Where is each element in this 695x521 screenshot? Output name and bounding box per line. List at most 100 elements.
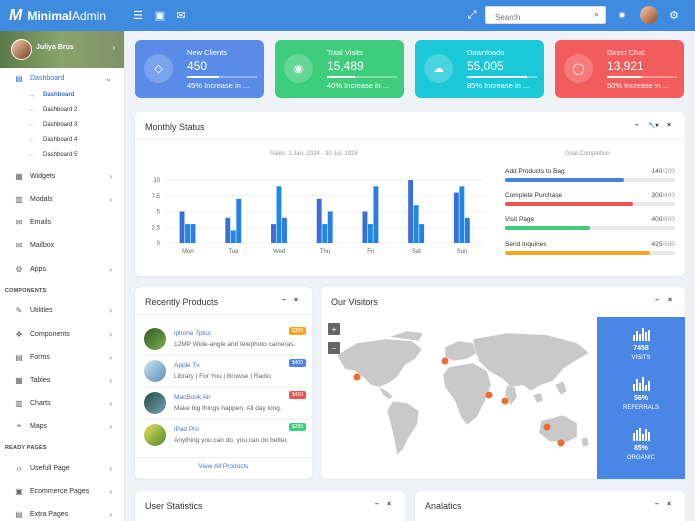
product-list-item[interactable]: MacBook Air Make big things happen. All …: [144, 389, 306, 419]
dots-icon: ···: [28, 106, 35, 114]
bar[interactable]: [464, 217, 470, 243]
eye-icon: ◉: [284, 54, 313, 83]
bar[interactable]: [453, 192, 459, 243]
card-divider: [135, 314, 312, 315]
sidebar-item-label: Emails: [30, 218, 52, 226]
x-tick-label: Tue: [229, 249, 240, 255]
product-list-item[interactable]: iphone 7plus 12MP Wide-angle and telepho…: [144, 325, 306, 355]
sidebar-subitem-dashboard[interactable]: → Dashboard: [28, 90, 74, 100]
bar[interactable]: [185, 224, 191, 243]
sidebar-item-modals[interactable]: ▥ Modals ›: [0, 192, 125, 206]
sidebar-item-ecommerce-pages[interactable]: ▣ Ecommerce Pages ›: [0, 484, 125, 498]
minimize-icon[interactable]: –: [655, 297, 659, 304]
sidebar-item-label: Charts: [30, 399, 51, 407]
logo-mark: M: [9, 6, 23, 24]
map-zoom-in-button[interactable]: +: [328, 323, 340, 335]
world-map: [336, 330, 590, 456]
bar[interactable]: [362, 211, 368, 244]
user-avatar[interactable]: [640, 6, 658, 24]
mail-icon[interactable]: ✉: [176, 9, 186, 22]
visitor-stat-value: 56%: [633, 395, 648, 402]
goal-title: Goal Completion: [565, 151, 610, 157]
map-zoom-out-button[interactable]: −: [328, 342, 340, 354]
settings-icon[interactable]: ⚙: [669, 9, 679, 22]
profile-avatar: [11, 39, 32, 60]
sidebar-item-usefull-page[interactable]: ‹› Usefull Page ›: [0, 461, 125, 475]
visitors-title: Our Visitors: [331, 297, 378, 307]
stat-card[interactable]: ☁ Downloads 55,005 85% Increase in ...: [415, 40, 544, 98]
sidebar-subitem-dashboard-5[interactable]: ··· Dashboard 5: [28, 150, 77, 160]
view-all-products-link[interactable]: View All Products: [198, 463, 249, 470]
sidebar-item-components[interactable]: ❖ Components ›: [0, 327, 125, 341]
goal-item: Send Inquiries 425/500: [505, 241, 675, 255]
bar[interactable]: [179, 211, 185, 244]
stat-card[interactable]: ◯ Direct Chat 13,921 50% Increase in ...: [555, 40, 684, 98]
bar[interactable]: [413, 205, 419, 243]
close-icon[interactable]: ×: [667, 501, 672, 508]
stat-card[interactable]: ◇ New Clients 450 45% Increase in ...: [135, 40, 264, 98]
bar[interactable]: [271, 224, 276, 243]
bar[interactable]: [327, 211, 333, 244]
dots-icon: ···: [28, 151, 35, 159]
bar[interactable]: [282, 217, 287, 243]
minimize-icon[interactable]: –: [375, 501, 379, 508]
menu-toggle-icon[interactable]: ☰: [133, 9, 143, 22]
chat-icon[interactable]: ▣: [154, 9, 166, 22]
logo[interactable]: M Minimal Admin: [0, 0, 125, 31]
sidebar-item-mailbox[interactable]: ✉ Mailbox: [0, 238, 125, 252]
chevron-down-icon: ⌄: [105, 73, 112, 83]
sidebar-item-apps[interactable]: ⚙ Apps ›: [0, 262, 125, 276]
sidebar-subitem-dashboard-2[interactable]: ··· Dashboard 2: [28, 105, 77, 115]
y-tick-label: 7.5: [152, 194, 161, 200]
search-input[interactable]: [486, 9, 581, 26]
sidebar-item-tables[interactable]: ▦ Tables ›: [0, 373, 125, 387]
sidebar-subitem-dashboard-4[interactable]: ··· Dashboard 4: [28, 135, 77, 145]
sidebar-item-emails[interactable]: ✉ Emails: [0, 215, 125, 229]
bar[interactable]: [276, 186, 282, 243]
bar[interactable]: [322, 224, 328, 243]
close-icon[interactable]: ×: [668, 297, 673, 304]
bar[interactable]: [373, 186, 379, 243]
profile-panel[interactable]: Juliya Brus ›: [0, 31, 124, 68]
sidebar-item-extra-pages[interactable]: ▤ Extra Pages ›: [0, 507, 125, 521]
product-description: 12MP Wide-angle and telephoto cameras.: [174, 341, 296, 348]
bar[interactable]: [236, 198, 242, 243]
top-bar: M Minimal Admin ☰ ▣ ✉ ⤢ ⌕ ✷ ⚙: [0, 0, 695, 31]
bar[interactable]: [408, 180, 414, 243]
stat-label: Direct Chat: [607, 48, 645, 57]
bar[interactable]: [367, 224, 373, 243]
sidebar-item-utilities[interactable]: ✎ Utilities ›: [0, 303, 125, 317]
sidebar-item-charts[interactable]: ▥ Charts ›: [0, 396, 125, 410]
search-icon[interactable]: ⌕: [593, 9, 599, 19]
product-image: [144, 360, 166, 382]
sidebar-item-widgets[interactable]: ▦ Widgets ›: [0, 169, 125, 183]
close-icon[interactable]: ×: [667, 122, 672, 129]
sidebar-item-maps[interactable]: ⌖ Maps ›: [0, 419, 125, 433]
product-list-item[interactable]: iPad Pro Anything you can do, you can do…: [144, 421, 306, 451]
sidebar-subitem-dashboard-3[interactable]: ··· Dashboard 3: [28, 120, 77, 130]
sidebar-item-forms[interactable]: ▤ Forms ›: [0, 350, 125, 364]
bar[interactable]: [419, 224, 425, 243]
bar[interactable]: [230, 230, 236, 243]
bar[interactable]: [316, 198, 322, 243]
bar[interactable]: [459, 186, 465, 243]
stat-card[interactable]: ◉ Total Visits 15,489 40% Increase in ..…: [275, 40, 404, 98]
stat-label: New Clients: [187, 48, 228, 57]
extra-pages-icon: ▤: [15, 509, 23, 519]
divider: [144, 355, 306, 356]
y-tick-label: 2.5: [152, 225, 161, 231]
sidebar-item-dashboard[interactable]: ▤ Dashboard ⌄: [0, 71, 125, 85]
product-list-item[interactable]: Apple Tv Library | For You | Browse | Ra…: [144, 357, 306, 387]
minimize-icon[interactable]: –: [635, 122, 639, 129]
wrench-icon[interactable]: 🔧▾: [648, 123, 659, 129]
minimize-icon[interactable]: –: [655, 501, 659, 508]
close-icon[interactable]: ×: [387, 501, 392, 508]
notification-icon[interactable]: ✷: [617, 9, 627, 22]
bar[interactable]: [190, 224, 196, 243]
close-icon[interactable]: ×: [294, 297, 299, 304]
stat-value: 13,921: [607, 59, 644, 73]
goal-progress-bar: [505, 226, 675, 230]
fullscreen-icon[interactable]: ⤢: [467, 8, 477, 21]
minimize-icon[interactable]: –: [282, 297, 286, 304]
bar[interactable]: [225, 217, 231, 243]
